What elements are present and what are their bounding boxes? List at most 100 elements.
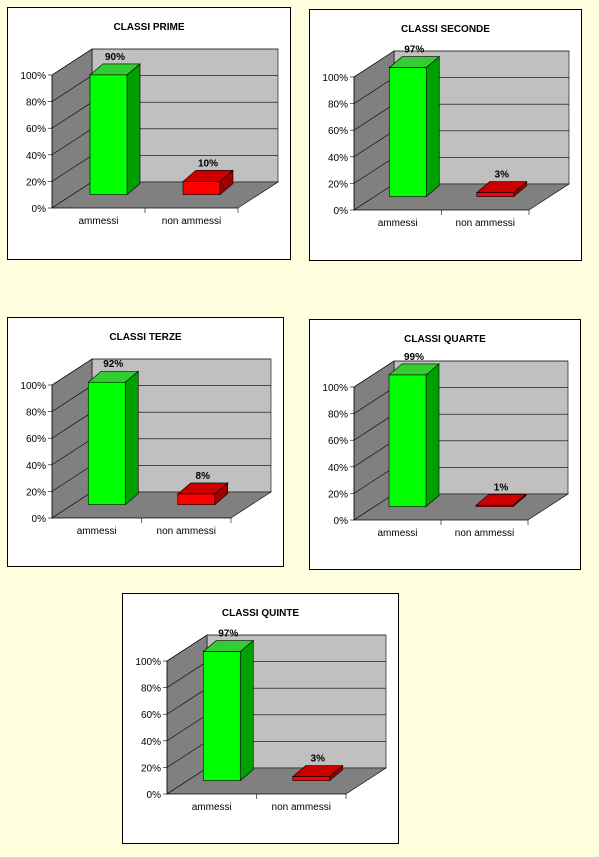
category-label: non ammessi [157,526,216,537]
bar-side [124,370,139,506]
y-tick-label: 40% [26,151,46,162]
gridline [353,50,569,78]
bar-side [126,63,141,196]
data-label: 3% [495,170,510,181]
side-wall [353,50,395,211]
data-label: 97% [218,629,238,640]
chart-panel-quarte: CLASSI QUARTE 0% 20% 40% 60% 80% 100% ammessi 99… [309,319,581,570]
bar-ammessi [87,370,140,506]
bar-front [177,493,216,505]
data-label: 92% [103,359,123,370]
bar-ammessi [388,55,441,198]
floor [50,181,280,209]
category-label: non ammessi [272,802,331,813]
y-tick-label: 60% [141,710,161,721]
y-tick-label: 20% [26,177,46,188]
bar-front [182,181,221,195]
bar-non-ammessi [182,169,234,196]
bar-front [388,67,427,197]
y-tick-label: 20% [328,179,348,190]
data-label: 90% [105,52,125,63]
bar-front [89,74,128,195]
y-tick-label: 60% [26,434,46,445]
y-tick-label: 0% [334,206,349,217]
gridline [51,48,278,76]
chart-svg-prime: CLASSI PRIME 0% 20% 40% 60% 80% 100% ammessi 90%… [20,22,280,227]
side-wall [166,634,208,795]
y-tick-label: 80% [328,100,348,111]
chart-panel-seconde: CLASSI SECONDE 0% 20% 40% 60% 80% 100% ammessi 9… [309,9,582,261]
side-wall [51,358,93,519]
chart-svg-quarte: CLASSI QUARTE 0% 20% 40% 60% 80% 100% ammessi 99… [322,334,570,539]
y-tick-label: 40% [328,153,348,164]
chart-title: CLASSI TERZE [109,332,182,343]
gridline [353,360,568,388]
data-label: 3% [311,754,326,765]
y-tick-label: 100% [20,71,46,82]
bar-side [425,363,440,508]
y-tick-label: 40% [141,737,161,748]
y-tick-label: 0% [334,516,349,527]
data-label: 8% [196,471,211,482]
side-wall [51,48,93,209]
gridline [51,358,271,386]
y-tick-label: 80% [328,410,348,421]
category-label: ammessi [77,526,117,537]
bar-front [202,651,241,781]
chart-title: CLASSI SECONDE [401,24,490,35]
chart-title: CLASSI QUARTE [404,334,486,345]
y-tick-label: 0% [32,204,47,215]
data-label: 1% [494,482,509,493]
bar-front [292,776,331,781]
bar-non-ammessi [475,493,527,508]
chart-title: CLASSI PRIME [113,22,184,33]
y-tick-label: 0% [147,790,162,801]
chart-panel-prime: CLASSI PRIME 0% 20% 40% 60% 80% 100% ammessi 90%… [7,7,291,260]
y-tick-label: 100% [135,657,161,668]
y-tick-label: 20% [26,487,46,498]
category-label: ammessi [377,528,417,539]
y-tick-label: 40% [328,463,348,474]
y-tick-label: 60% [328,126,348,137]
gridline [166,634,386,662]
bar-side [239,639,254,782]
y-tick-label: 20% [328,489,348,500]
category-label: ammessi [378,218,418,229]
chart-panel-terze: CLASSI TERZE 0% 20% 40% 60% 80% 100% ammessi 92%… [7,317,284,567]
data-label: 10% [198,158,218,169]
y-tick-label: 80% [26,98,46,109]
y-tick-label: 60% [26,124,46,135]
category-label: non ammessi [456,218,515,229]
chart-svg-seconde: CLASSI SECONDE 0% 20% 40% 60% 80% 100% ammessi 9… [322,24,571,229]
bar-ammessi [202,639,255,782]
bar-front [388,374,427,507]
bar-side [425,55,440,198]
y-tick-label: 100% [322,383,348,394]
category-label: ammessi [192,802,232,813]
y-tick-label: 80% [26,408,46,419]
y-tick-label: 0% [32,514,47,525]
chart-svg-quinte: CLASSI QUINTE 0% 20% 40% 60% 80% 100% ammessi 97… [135,608,388,813]
side-wall [353,360,395,521]
bar-ammessi [388,363,440,508]
chart-title: CLASSI QUINTE [222,608,300,619]
y-tick-label: 100% [20,381,46,392]
y-tick-label: 100% [322,73,348,84]
chart-panel-quinte: CLASSI QUINTE 0% 20% 40% 60% 80% 100% ammessi 97… [122,593,399,844]
y-tick-label: 40% [26,461,46,472]
bar-non-ammessi [176,482,229,506]
category-label: non ammessi [162,216,221,227]
data-label: 97% [404,45,424,56]
bar-non-ammessi [475,180,528,198]
bar-non-ammessi [291,764,344,782]
y-tick-label: 80% [141,684,161,695]
y-tick-label: 20% [141,763,161,774]
category-label: non ammessi [455,528,514,539]
bar-front [475,504,514,507]
bar-ammessi [89,63,141,196]
bar-front [476,192,515,197]
y-tick-label: 60% [328,436,348,447]
data-label: 99% [404,352,424,363]
chart-svg-terze: CLASSI TERZE 0% 20% 40% 60% 80% 100% ammessi 92%… [20,332,273,537]
bar-front [87,381,126,505]
